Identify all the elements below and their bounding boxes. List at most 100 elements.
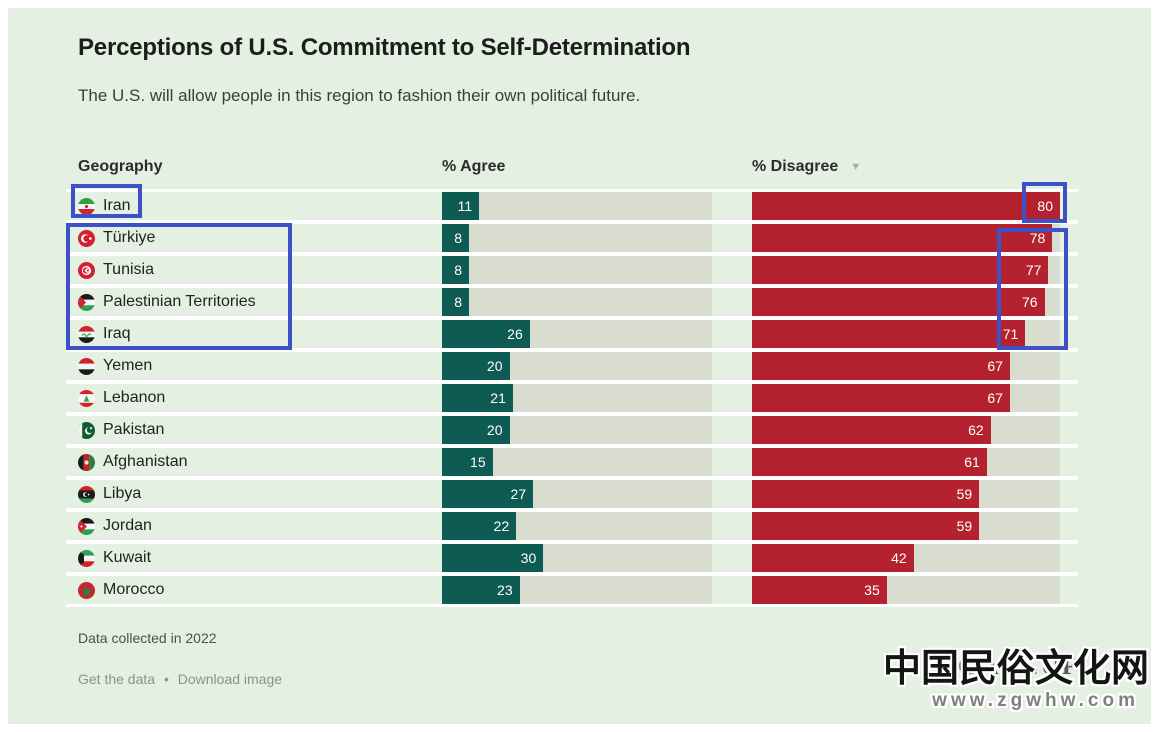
table-row: Palestinian Territories 8 76 — [66, 288, 1078, 316]
agree-value: 8 — [454, 262, 462, 278]
country-label: Tunisia — [103, 261, 154, 278]
agree-value: 27 — [510, 486, 527, 502]
column-gap — [712, 320, 752, 348]
country-label: Lebanon — [103, 389, 166, 406]
agree-value: 21 — [490, 390, 506, 406]
agree-value: 22 — [493, 518, 510, 534]
highlight-box-iran-label — [71, 184, 142, 218]
morocco-flag-icon — [78, 581, 95, 599]
disagree-bar[interactable]: 71 — [752, 320, 1026, 348]
geography-cell: Afghanistan — [66, 448, 442, 476]
disagree-bar[interactable]: 67 — [752, 352, 1010, 380]
disagree-value: 62 — [968, 422, 984, 438]
column-headers: Geography % Agree % Disagree ▼ — [8, 158, 1151, 180]
agree-bar[interactable]: 8 — [442, 288, 469, 316]
column-header-disagree[interactable]: % Disagree ▼ — [752, 158, 862, 175]
agree-bar-track: 8 — [442, 288, 712, 316]
agree-bar[interactable]: 8 — [442, 256, 469, 284]
column-gap — [712, 256, 752, 284]
disagree-value: 76 — [1022, 294, 1038, 310]
get-the-data-link[interactable]: Get the data — [78, 671, 156, 687]
geography-cell: Kuwait — [66, 544, 442, 572]
disagree-bar[interactable]: 61 — [752, 448, 987, 476]
palestine-flag-icon — [78, 293, 95, 311]
agree-bar[interactable]: 21 — [442, 384, 513, 412]
yemen-flag-icon — [78, 357, 95, 375]
kuwait-flag-icon — [78, 549, 95, 567]
afghanistan-flag-icon — [78, 453, 95, 471]
country-label: Pakistan — [103, 421, 165, 438]
libya-flag-icon — [78, 485, 95, 503]
disagree-bar[interactable]: 59 — [752, 512, 980, 540]
table-row: Jordan 22 59 — [66, 512, 1078, 540]
disagree-value: 35 — [864, 582, 880, 598]
agree-bar[interactable]: 11 — [442, 192, 480, 220]
turkiye-flag-icon — [78, 229, 95, 247]
disagree-bar-track: 67 — [752, 384, 1060, 412]
column-gap — [712, 416, 752, 444]
agree-bar[interactable]: 23 — [442, 576, 520, 604]
country-label: Morocco — [103, 581, 165, 598]
disagree-bar-track: 62 — [752, 416, 1060, 444]
disagree-bar-track: 67 — [752, 352, 1060, 380]
agree-value: 20 — [486, 422, 503, 438]
column-header-geography[interactable]: Geography — [78, 158, 163, 175]
disagree-bar[interactable]: 67 — [752, 384, 1010, 412]
agree-bar[interactable]: 26 — [442, 320, 530, 348]
agree-bar-track: 30 — [442, 544, 712, 572]
chart-title: Perceptions of U.S. Commitment to Self-D… — [78, 34, 691, 61]
agree-bar-track: 11 — [442, 192, 712, 220]
disagree-value: 59 — [956, 486, 973, 502]
geography-cell: Tunisia — [66, 256, 442, 284]
agree-bar-track: 27 — [442, 480, 712, 508]
agree-bar[interactable]: 8 — [442, 224, 469, 252]
iran-flag-icon — [78, 197, 95, 215]
chart-subtitle: The U.S. will allow people in this regio… — [78, 86, 641, 105]
agree-bar[interactable]: 30 — [442, 544, 544, 572]
disagree-bar-track: 59 — [752, 480, 1060, 508]
agree-bar[interactable]: 20 — [442, 416, 510, 444]
footer-links: Get the data • Download image — [78, 671, 282, 687]
table-row: Iraq 26 71 — [66, 320, 1078, 348]
highlight-box-turkiye-to-iraq-labels — [66, 223, 292, 350]
agree-value: 11 — [457, 198, 473, 214]
disagree-bar[interactable]: 80 — [752, 192, 1060, 220]
disagree-bar[interactable]: 42 — [752, 544, 914, 572]
agree-bar-track: 26 — [442, 320, 712, 348]
disagree-value: 71 — [1002, 326, 1019, 342]
agree-value: 15 — [470, 454, 486, 470]
agree-bar[interactable]: 15 — [442, 448, 493, 476]
agree-bar[interactable]: 22 — [442, 512, 517, 540]
table-row: Kuwait 30 42 — [66, 544, 1078, 572]
column-gap — [712, 192, 752, 220]
disagree-bar[interactable]: 35 — [752, 576, 887, 604]
agree-bar[interactable]: 27 — [442, 480, 534, 508]
geography-cell: Pakistan — [66, 416, 442, 444]
disagree-value: 67 — [987, 390, 1003, 406]
disagree-bar[interactable]: 59 — [752, 480, 980, 508]
lebanon-flag-icon — [78, 389, 95, 407]
agree-bar-track: 20 — [442, 416, 712, 444]
agree-bar[interactable]: 20 — [442, 352, 510, 380]
geography-cell: Iraq — [66, 320, 442, 348]
disagree-value: 61 — [964, 454, 980, 470]
table-row: Afghanistan 15 61 — [66, 448, 1078, 476]
table-row: Yemen 20 67 — [66, 352, 1078, 380]
column-header-agree[interactable]: % Agree — [442, 158, 506, 175]
watermark-chinese-text: 中国民俗文化网 — [882, 645, 1149, 690]
disagree-bar-track: 77 — [752, 256, 1060, 284]
column-gap — [712, 544, 752, 572]
column-gap — [712, 224, 752, 252]
table-row: Türkiye 8 78 — [66, 224, 1078, 252]
table-row: Morocco 23 35 — [66, 576, 1078, 604]
disagree-bar[interactable]: 76 — [752, 288, 1045, 316]
geography-cell: Palestinian Territories — [66, 288, 442, 316]
tunisia-flag-icon — [78, 261, 95, 279]
table-row: Libya 27 59 — [66, 480, 1078, 508]
download-image-link[interactable]: Download image — [177, 671, 283, 687]
agree-bar-track: 21 — [442, 384, 712, 412]
agree-bar-track: 22 — [442, 512, 712, 540]
chart-table: Iran 11 80 Türkiye 8 78 Tunisia 8 — [66, 189, 1078, 607]
disagree-bar[interactable]: 62 — [752, 416, 991, 444]
